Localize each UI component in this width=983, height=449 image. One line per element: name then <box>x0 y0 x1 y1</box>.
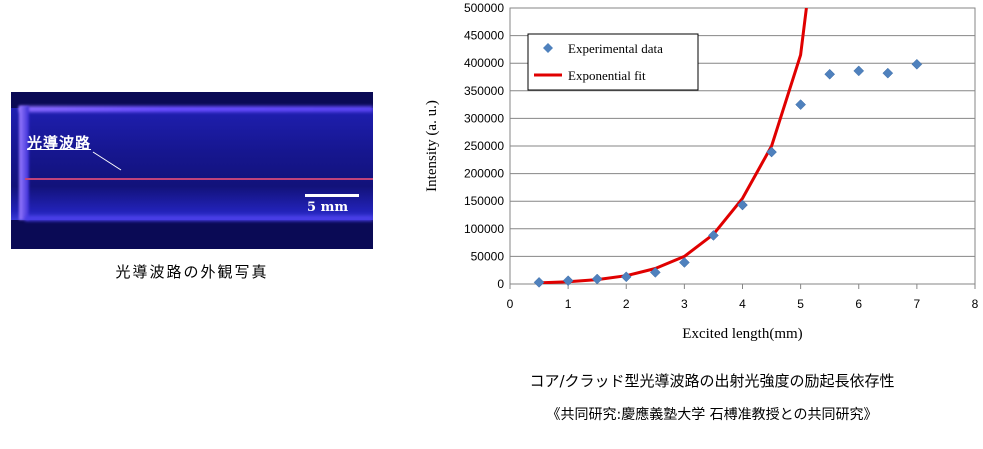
data-point <box>737 199 748 211</box>
y-tick-label: 0 <box>497 277 504 291</box>
y-tick-label: 300000 <box>464 111 504 125</box>
y-tick-label: 350000 <box>464 84 504 98</box>
x-tick-label: 3 <box>681 297 688 311</box>
scale-label: 5 mm <box>307 200 349 215</box>
legend-entry: Experimental data <box>568 41 663 56</box>
data-point <box>533 276 545 288</box>
waveguide-body <box>11 108 373 220</box>
y-tick-label: 100000 <box>464 222 504 236</box>
intensity-chart: 0500001000001500002000002500003000003500… <box>424 1 979 342</box>
legend-marker <box>543 43 553 53</box>
data-point <box>911 58 923 70</box>
waveguide-core-line <box>25 178 373 180</box>
y-axis-title: Intensity (a. u.) <box>424 100 440 192</box>
photo-caption: 光導波路の外観写真 <box>115 263 269 281</box>
x-tick-label: 5 <box>797 297 804 311</box>
data-point <box>824 68 836 80</box>
legend-entry: Exponential fit <box>568 68 646 83</box>
x-tick-label: 0 <box>507 297 514 311</box>
collaboration-note: 《共同研究:慶應義塾大学 石榑准教授との共同研究》 <box>546 407 878 423</box>
x-tick-label: 2 <box>623 297 630 311</box>
x-tick-label: 4 <box>739 297 746 311</box>
data-point <box>591 273 603 285</box>
waveguide-photo: 光導波路 5 mm <box>11 92 373 249</box>
data-point <box>795 99 806 110</box>
scale-bar <box>305 194 359 197</box>
y-tick-label: 150000 <box>464 194 504 208</box>
data-point <box>853 65 865 77</box>
y-tick-label: 450000 <box>464 29 504 43</box>
fit-line <box>539 8 808 284</box>
data-point <box>679 257 690 268</box>
x-tick-label: 7 <box>914 297 921 311</box>
x-tick-label: 6 <box>855 297 862 311</box>
y-tick-label: 400000 <box>464 56 504 70</box>
label-pointer-line <box>92 151 122 171</box>
data-point <box>620 271 632 283</box>
x-axis-title: Excited length(mm) <box>682 326 802 342</box>
y-tick-label: 500000 <box>464 1 504 15</box>
photo-label: 光導波路 <box>27 134 92 152</box>
data-point <box>766 146 777 158</box>
x-tick-label: 1 <box>565 297 572 311</box>
data-point <box>708 230 719 241</box>
waveguide-left-edge <box>19 106 29 220</box>
waveguide-top-edge <box>19 106 373 112</box>
data-point <box>562 275 574 287</box>
data-point <box>882 67 894 79</box>
y-tick-label: 200000 <box>464 167 504 181</box>
waveguide-bottom-edge <box>25 216 373 221</box>
legend-box <box>527 33 699 91</box>
y-tick-label: 250000 <box>464 139 504 153</box>
data-point <box>649 267 661 278</box>
y-tick-label: 50000 <box>471 249 505 263</box>
x-tick-label: 8 <box>972 297 979 311</box>
chart-caption: コア/クラッド型光導波路の出射光強度の励起長依存性 <box>529 372 895 390</box>
